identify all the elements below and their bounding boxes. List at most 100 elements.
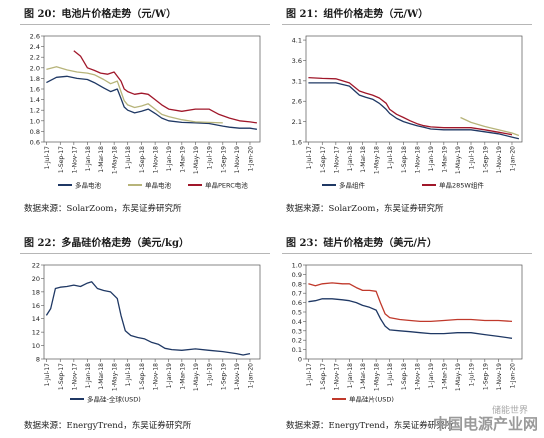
x-tick-label: 1-Jul-18 — [125, 146, 132, 170]
chart-source: 数据来源：SolarZoom，东吴证券研究所 — [24, 204, 182, 214]
y-tick-label: 0.8 — [292, 280, 302, 288]
y-tick-label: 0.5 — [292, 309, 302, 317]
x-tick-label: 1-May-18 — [112, 146, 119, 174]
plot-area — [305, 35, 523, 143]
x-tick-label: 1-Jan-18 — [85, 363, 92, 389]
x-tick-label: 1-May-19 — [193, 363, 200, 391]
x-tick-label: 1-May-18 — [374, 363, 381, 391]
x-tick-label: 1-Jan-19 — [166, 146, 173, 172]
x-tick-label: 1-May-19 — [455, 363, 462, 391]
x-tick-label: 1-Sep-17 — [58, 363, 65, 390]
x-tick-label: 1-Nov-18 — [153, 146, 160, 174]
y-tick-label: 2.6 — [292, 98, 302, 106]
y-tick-label: 12 — [32, 329, 40, 337]
x-tick-label: 1-Sep-17 — [320, 363, 327, 390]
x-tick-label: 1-Jul-19 — [207, 363, 214, 387]
x-tick-label: 1-Nov-17 — [333, 363, 340, 391]
series-line — [73, 50, 257, 124]
divider — [282, 24, 532, 25]
series-line — [308, 298, 513, 339]
x-tick-label: 1-Sep-19 — [220, 146, 227, 173]
x-tick-label: 1-Sep-18 — [139, 363, 146, 390]
legend-label: 多晶硅-全球(USD) — [87, 395, 141, 404]
x-tick-label: 1-Sep-19 — [482, 363, 489, 390]
series-line — [308, 82, 520, 140]
x-tick-label: 1-Jan-19 — [166, 363, 173, 389]
chart-source: 数据来源：EnergyTrend，东吴证券研究所 — [286, 421, 454, 431]
x-tick-label: 1-May-19 — [455, 146, 462, 174]
y-tick-label: 16 — [32, 302, 40, 310]
y-tick-label: 22 — [32, 262, 40, 270]
y-tick-label: 0.3 — [292, 327, 302, 335]
x-tick-label: 1-Mar-18 — [98, 146, 105, 173]
x-tick-label: 1-Mar-19 — [179, 363, 186, 390]
x-tick-label: 1-Jan-20 — [247, 363, 254, 389]
chart-panel-2: 图 21：组件价格走势（元/W） 1.6 2.1 2.6 3.1 3.6 4.1 1-Jul… — [282, 6, 532, 218]
x-tick-label: 1-Jul-19 — [469, 363, 476, 387]
plot-area — [305, 264, 523, 360]
x-tick-label: 1-Jan-20 — [509, 146, 516, 172]
legend-label: 多晶电池 — [75, 181, 102, 190]
divider — [20, 24, 270, 25]
y-tick-label: 0.6 — [292, 299, 302, 307]
chart-title: 图 23：硅片价格走势（美元/片） — [286, 238, 438, 249]
x-tick-label: 1-Jul-17 — [44, 363, 51, 387]
y-tick-label: 1.0 — [292, 262, 302, 270]
y-tick-label: 0.9 — [292, 271, 302, 279]
x-tick-label: 1-Jan-18 — [347, 146, 354, 172]
legend-label: 单晶285W组件 — [439, 181, 484, 190]
x-tick-label: 1-Sep-18 — [139, 146, 146, 173]
y-tick-label: 0.7 — [292, 290, 302, 298]
plot-area — [43, 264, 261, 360]
legend-label: 单晶PERC电池 — [205, 181, 248, 190]
series-line — [460, 116, 520, 137]
x-tick-label: 1-Nov-18 — [415, 146, 422, 174]
chart-panel-1: 图 20：电池片价格走势（元/W） 0.6 0.8 1.0 1.2 1.4 1.6 1.8 2… — [20, 6, 270, 218]
x-tick-label: 1-Sep-17 — [58, 146, 65, 173]
watermark: 中国电源产业网 — [432, 415, 538, 433]
chart-title: 图 20：电池片价格走势（元/W） — [24, 9, 177, 20]
x-tick-label: 1-Nov-17 — [333, 146, 340, 174]
series-line — [46, 66, 223, 124]
y-tick-label: 0.8 — [30, 128, 40, 136]
x-tick-label: 1-Jul-17 — [306, 146, 313, 170]
x-tick-label: 1-May-19 — [193, 146, 200, 174]
x-tick-label: 1-Jul-18 — [125, 363, 132, 387]
x-tick-label: 1-Mar-18 — [360, 363, 367, 390]
x-tick-label: 1-Jul-19 — [469, 146, 476, 170]
x-tick-label: 1-Jan-20 — [247, 146, 254, 172]
series-line — [46, 75, 258, 130]
chart-source: 数据来源：EnergyTrend，东吴证券研究所 — [24, 421, 192, 431]
x-tick-label: 1-Nov-18 — [153, 363, 160, 391]
y-tick-label: 4.1 — [292, 37, 302, 45]
y-tick-label: 2.1 — [292, 118, 302, 126]
x-tick-label: 1-Nov-19 — [234, 146, 241, 174]
y-tick-label: 1.6 — [30, 86, 40, 94]
x-tick-label: 1-Sep-19 — [482, 146, 489, 173]
x-tick-label: 1-Nov-17 — [71, 363, 78, 391]
series-line — [308, 76, 513, 136]
x-tick-label: 1-Jan-19 — [428, 363, 435, 389]
y-tick-label: 0 — [298, 356, 302, 364]
divider — [20, 253, 270, 254]
divider — [282, 253, 532, 254]
chart-plot: 1.6 2.1 2.6 3.1 3.6 4.1 1-Jul-17 1-Sep-17 1-Nov-… — [292, 35, 523, 190]
chart-plot: 0 0.10.2 0.30.40.5 0.60.7 0.80.91.0 1-Jul-17 1… — [292, 262, 523, 404]
x-tick-label: 1-Jan-20 — [509, 363, 516, 389]
y-tick-label: 1.8 — [30, 75, 40, 83]
legend-label: 单晶电池 — [145, 181, 172, 190]
y-tick-label: 2.0 — [30, 64, 40, 72]
y-tick-label: 1.2 — [30, 107, 40, 115]
chart-title: 图 22：多晶硅价格走势（美元/kg） — [24, 238, 189, 249]
y-tick-label: 8 — [36, 356, 40, 364]
x-tick-label: 1-Jul-18 — [387, 363, 394, 387]
x-tick-label: 1-Jul-17 — [44, 146, 51, 170]
plot-area — [43, 35, 261, 143]
y-tick-label: 0.4 — [292, 318, 302, 326]
x-tick-label: 1-Nov-19 — [496, 363, 503, 391]
x-tick-label: 1-Sep-18 — [401, 146, 408, 173]
y-tick-label: 2.6 — [30, 33, 40, 41]
y-tick-label: 3.1 — [292, 77, 302, 85]
chart-plot: 0.6 0.8 1.0 1.2 1.4 1.6 1.8 2.0 2.2 2.4 2.6 1-Jul-1… — [30, 33, 261, 190]
watermark-top: 储能世界 — [491, 406, 528, 416]
